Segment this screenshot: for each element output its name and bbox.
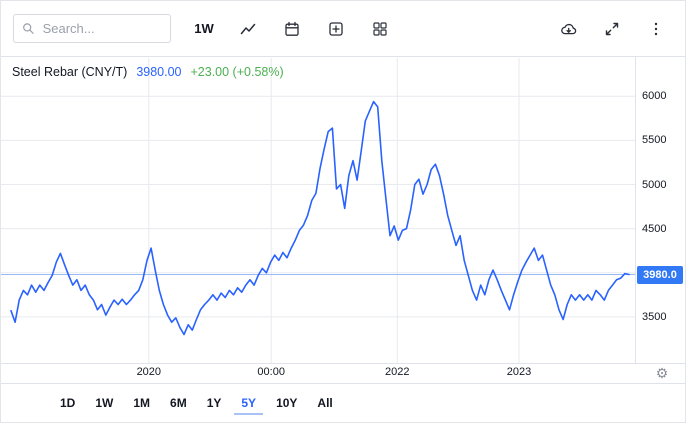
current-price-badge: 3980.0 [637,265,683,284]
more-options-button[interactable] [639,12,673,46]
range-toolbar: 1D 1W 1M 6M 1Y 5Y 10Y All [1,384,685,422]
calendar-button[interactable] [275,12,309,46]
calendar-icon [285,21,299,36]
price-tick-label: 5500 [642,134,667,147]
range-1m[interactable]: 1M [126,391,157,415]
time-axis-line [1,363,685,364]
time-tick-label: 2022 [385,366,410,378]
top-toolbar: 1W [1,1,685,57]
time-scale[interactable]: 2020 00:00 2022 2023 [1,365,635,382]
range-all[interactable]: All [310,391,339,415]
settings-gear-icon[interactable]: ⚙ [655,365,669,381]
grid-icon [373,21,387,36]
range-button-group: 1D 1W 1M 6M 1Y 5Y 10Y All [53,391,340,415]
range-1d[interactable]: 1D [53,391,82,415]
price-tick-label: 6000 [642,90,667,103]
search-icon [23,23,34,34]
symbol-title: Steel Rebar (CNY/T) [12,65,128,79]
range-1w[interactable]: 1W [88,391,120,415]
last-price: 3980.00 [136,65,182,79]
search-input[interactable] [40,20,162,37]
fullscreen-icon [605,22,619,35]
layout-grid-button[interactable] [363,12,397,46]
chart-header: Steel Rebar (CNY/T) 3980.00 +23.00 (+0.5… [12,65,284,79]
cloud-download-icon [560,23,576,34]
range-10y[interactable]: 10Y [269,391,304,415]
range-6m[interactable]: 6M [163,391,194,415]
kebab-menu-icon [654,22,658,35]
price-tick-label: 3500 [642,310,667,323]
line-chart-icon [240,23,256,34]
fullscreen-button[interactable] [595,12,629,46]
cloud-save-button[interactable] [551,12,585,46]
range-5y[interactable]: 5Y [234,391,264,415]
price-change: +23.00 (+0.58%) [190,65,284,79]
time-tick-label: 2023 [506,366,532,378]
chart-style-button[interactable] [231,12,265,46]
price-tick-label: 4500 [642,222,667,235]
bottom-divider [1,383,685,384]
add-indicator-button[interactable] [319,12,353,46]
price-tick-label: 5000 [642,178,667,191]
range-1y[interactable]: 1Y [200,391,229,415]
time-tick-label: 2020 [136,366,162,378]
chart-plot-area[interactable] [1,57,635,363]
price-axis-line [635,57,636,363]
search-box[interactable] [13,14,171,43]
time-tick-label: 00:00 [257,366,285,378]
plus-square-icon [329,21,343,36]
interval-button[interactable]: 1W [187,12,221,46]
price-scale[interactable]: 6000 5500 5000 4500 3500 [636,57,684,363]
chart-widget: 1W [0,0,686,423]
